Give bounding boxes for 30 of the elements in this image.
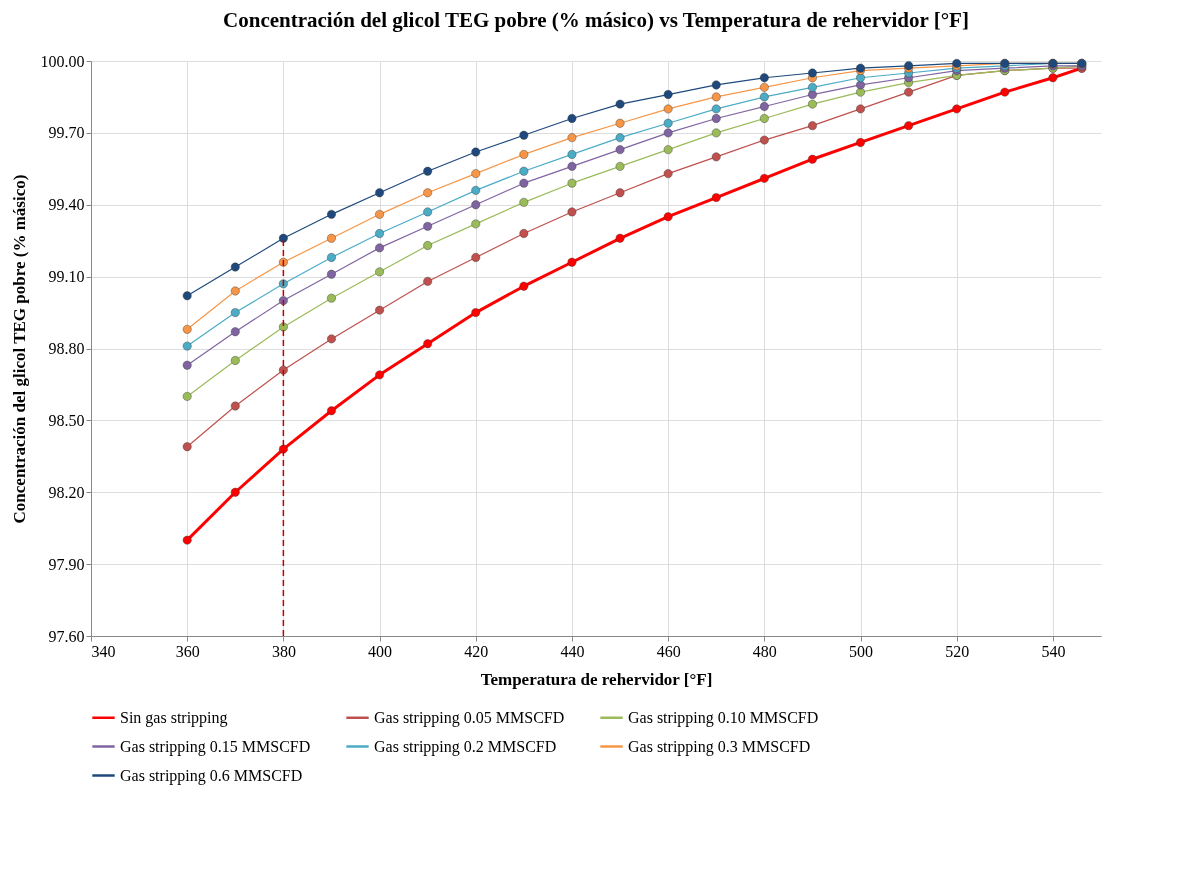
y-tick-label: 97.90 — [48, 555, 85, 573]
legend-label: Gas stripping 0.15 MMSCFD — [120, 737, 311, 756]
x-tick-label: 460 — [656, 642, 681, 660]
legend-label: Gas stripping 0.05 MMSCFD — [374, 708, 565, 727]
y-tick-label: 98.80 — [48, 340, 85, 357]
x-tick-label: 540 — [1041, 642, 1066, 660]
x-tick-label: 520 — [945, 642, 970, 660]
x-tick-label: 440 — [560, 642, 585, 660]
x-axis-title: Temperatura de rehervidor [°F] — [480, 669, 713, 689]
y-tick-label: 100.00 — [40, 52, 85, 70]
legend-label: Gas stripping 0.10 MMSCFD — [628, 708, 819, 727]
chart-title: Concentración del glicol TEG pobre (% másico) vs Temperatura de rehervidor [°F] — [223, 8, 969, 32]
x-tick-label: 380 — [271, 642, 296, 660]
x-tick-label: 480 — [752, 642, 777, 660]
y-tick-label: 99.10 — [48, 268, 85, 286]
y-tick-label: 99.40 — [48, 196, 85, 214]
y-tick-label: 98.20 — [48, 483, 85, 501]
y-axis-title: Concentración del glicol TEG pobre (% másico) — [9, 174, 29, 524]
x-tick-label: 360 — [175, 642, 200, 660]
y-tick-label: 98.50 — [48, 411, 85, 429]
y-tick-label: 97.60 — [48, 627, 85, 645]
x-tick-label: 400 — [368, 642, 393, 660]
x-tick-label: 420 — [464, 642, 489, 660]
legend-label: Gas stripping 0.2 MMSCFD — [374, 737, 557, 756]
x-tick-label: 500 — [849, 642, 874, 660]
legend-label: Sin gas stripping — [120, 708, 228, 727]
legend-label: Gas stripping 0.3 MMSCFD — [628, 737, 811, 756]
y-tick-label: 99.70 — [48, 124, 85, 142]
x-tick-label: 340 — [91, 642, 116, 660]
legend-label: Gas stripping 0.6 MMSCFD — [120, 766, 303, 785]
